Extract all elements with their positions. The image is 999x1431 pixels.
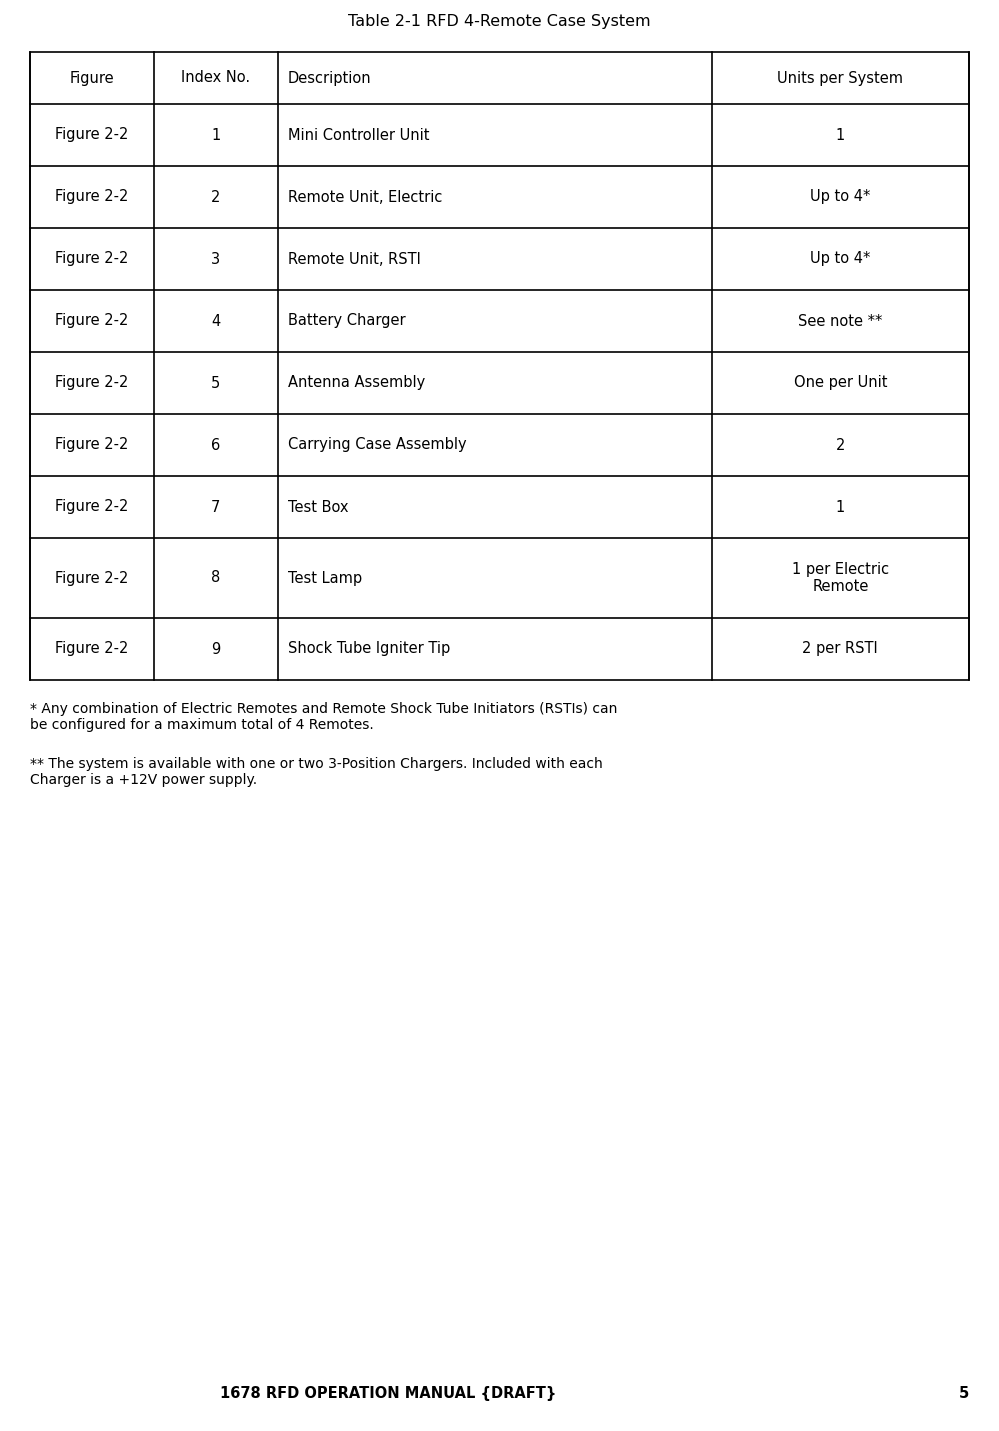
- Text: 5: 5: [959, 1387, 969, 1401]
- Text: * Any combination of Electric Remotes and Remote Shock Tube Initiators (RSTIs) c: * Any combination of Electric Remotes an…: [30, 703, 617, 733]
- Text: 2: 2: [211, 189, 221, 205]
- Text: 8: 8: [212, 571, 221, 585]
- Text: 1 per Electric
Remote: 1 per Electric Remote: [792, 562, 889, 594]
- Text: Antenna Assembly: Antenna Assembly: [288, 375, 426, 391]
- Text: ** The system is available with one or two 3-Position Chargers. Included with ea: ** The system is available with one or t…: [30, 757, 602, 787]
- Text: Figure 2-2: Figure 2-2: [55, 313, 129, 329]
- Text: Test Lamp: Test Lamp: [288, 571, 362, 585]
- Text: Figure 2-2: Figure 2-2: [55, 571, 129, 585]
- Text: Index No.: Index No.: [182, 70, 251, 86]
- Text: Figure: Figure: [70, 70, 114, 86]
- Text: 6: 6: [212, 438, 221, 452]
- Text: Test Box: Test Box: [288, 499, 349, 515]
- Text: 4: 4: [212, 313, 221, 329]
- Text: 1: 1: [836, 127, 845, 143]
- Text: Carrying Case Assembly: Carrying Case Assembly: [288, 438, 467, 452]
- Text: One per Unit: One per Unit: [793, 375, 887, 391]
- Bar: [30, 52, 969, 680]
- Text: 7: 7: [211, 499, 221, 515]
- Text: Figure 2-2: Figure 2-2: [55, 641, 129, 657]
- Text: 9: 9: [212, 641, 221, 657]
- Text: Up to 4*: Up to 4*: [810, 189, 870, 205]
- Text: Table 2-1 RFD 4-Remote Case System: Table 2-1 RFD 4-Remote Case System: [349, 14, 650, 29]
- Text: Shock Tube Igniter Tip: Shock Tube Igniter Tip: [288, 641, 451, 657]
- Text: Battery Charger: Battery Charger: [288, 313, 406, 329]
- Text: 1: 1: [212, 127, 221, 143]
- Text: Figure 2-2: Figure 2-2: [55, 499, 129, 515]
- Text: Figure 2-2: Figure 2-2: [55, 127, 129, 143]
- Text: Up to 4*: Up to 4*: [810, 252, 870, 266]
- Text: 3: 3: [212, 252, 221, 266]
- Text: 1678 RFD OPERATION MANUAL {DRAFT}: 1678 RFD OPERATION MANUAL {DRAFT}: [220, 1387, 556, 1401]
- Text: Figure 2-2: Figure 2-2: [55, 252, 129, 266]
- Text: 1: 1: [836, 499, 845, 515]
- Text: 5: 5: [212, 375, 221, 391]
- Text: Figure 2-2: Figure 2-2: [55, 438, 129, 452]
- Text: Remote Unit, RSTI: Remote Unit, RSTI: [288, 252, 421, 266]
- Text: Figure 2-2: Figure 2-2: [55, 375, 129, 391]
- Text: Description: Description: [288, 70, 372, 86]
- Text: Figure 2-2: Figure 2-2: [55, 189, 129, 205]
- Text: Remote Unit, Electric: Remote Unit, Electric: [288, 189, 443, 205]
- Text: 2 per RSTI: 2 per RSTI: [802, 641, 878, 657]
- Text: 2: 2: [836, 438, 845, 452]
- Text: Units per System: Units per System: [777, 70, 903, 86]
- Text: See note **: See note **: [798, 313, 882, 329]
- Text: Mini Controller Unit: Mini Controller Unit: [288, 127, 430, 143]
